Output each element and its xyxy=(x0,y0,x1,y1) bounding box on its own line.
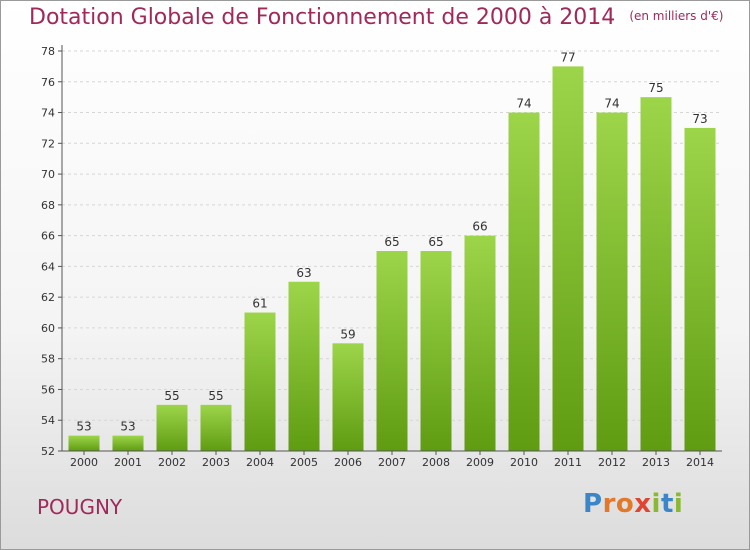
bar-2003 xyxy=(200,404,232,451)
value-label-2012: 74 xyxy=(604,97,619,111)
bar-2011 xyxy=(552,66,584,451)
x-tick-label-2009: 2009 xyxy=(466,456,494,469)
logo-letter: o xyxy=(615,489,635,519)
chart-title: Dotation Globale de Fonctionnement de 20… xyxy=(29,5,723,30)
x-tick-label-2004: 2004 xyxy=(246,456,274,469)
value-label-2009: 66 xyxy=(472,220,487,234)
value-label-2008: 65 xyxy=(428,235,443,249)
chart-unit: (en milliers d'€) xyxy=(629,9,724,23)
logo-letter: i xyxy=(673,489,684,519)
bar-2002 xyxy=(156,404,188,451)
x-tick-label-2005: 2005 xyxy=(290,456,318,469)
bar-2013 xyxy=(640,97,672,452)
y-tick-label: 52 xyxy=(41,445,55,458)
bar-2012 xyxy=(596,112,628,452)
bar-2007 xyxy=(376,251,408,451)
y-tick-label: 68 xyxy=(41,199,55,212)
y-tick-label: 58 xyxy=(41,353,55,366)
logo-letter: P xyxy=(583,489,603,519)
x-tick-label-2000: 2000 xyxy=(70,456,98,469)
axes xyxy=(58,45,722,455)
bar-2010 xyxy=(508,112,540,452)
value-label-2003: 55 xyxy=(208,389,223,403)
value-label-2002: 55 xyxy=(164,389,179,403)
logo-letter: t xyxy=(660,489,674,519)
bar-2009 xyxy=(464,235,496,451)
y-tick-label: 60 xyxy=(41,322,55,335)
x-tick-label-2003: 2003 xyxy=(202,456,230,469)
bar-2004 xyxy=(244,312,276,451)
x-tick-label-2008: 2008 xyxy=(422,456,450,469)
y-tick-label: 64 xyxy=(41,260,55,273)
x-tick-label-2010: 2010 xyxy=(510,456,538,469)
y-tick-label: 76 xyxy=(41,76,55,89)
value-label-2004: 61 xyxy=(252,297,267,311)
chart-title-text: Dotation Globale de Fonctionnement de 20… xyxy=(29,5,616,30)
x-tick-label-2013: 2013 xyxy=(642,456,670,469)
y-tick-label: 78 xyxy=(41,45,55,58)
y-tick-label: 72 xyxy=(41,137,55,150)
y-tick-label: 70 xyxy=(41,168,55,181)
bar-2001 xyxy=(112,435,144,451)
x-tick-label-2014: 2014 xyxy=(686,456,714,469)
x-tick-label-2007: 2007 xyxy=(378,456,406,469)
y-tick-label: 66 xyxy=(41,230,55,243)
value-label-2011: 77 xyxy=(560,50,575,64)
y-tick-label: 54 xyxy=(41,414,55,427)
bar-2006 xyxy=(332,343,364,451)
logo-letter: i xyxy=(651,489,661,519)
value-label-2010: 74 xyxy=(516,97,531,111)
logo-letter: x xyxy=(634,489,652,519)
bar-2005 xyxy=(288,281,320,451)
x-tick-label-2001: 2001 xyxy=(114,456,142,469)
value-label-2013: 75 xyxy=(648,81,663,95)
bar-2000 xyxy=(68,435,100,451)
y-tick-label: 74 xyxy=(41,107,55,120)
value-label-2007: 65 xyxy=(384,235,399,249)
value-label-2014: 73 xyxy=(692,112,707,126)
bar-2008 xyxy=(420,251,452,451)
commune-name: POUGNY xyxy=(37,495,123,519)
proxiti-logo[interactable]: Proxiti xyxy=(583,489,683,519)
y-tick-label: 56 xyxy=(41,383,55,396)
value-label-2000: 53 xyxy=(76,420,91,434)
labels: 52 54 56 58 60 62 64 66 68 70 72 74 76 78 53 2000 53 2001… xyxy=(41,45,714,469)
y-tick-label: 62 xyxy=(41,291,55,304)
value-label-2005: 63 xyxy=(296,266,311,280)
logo-letter: r xyxy=(602,489,616,519)
x-tick-label-2011: 2011 xyxy=(554,456,582,469)
bars xyxy=(68,66,716,452)
value-label-2006: 59 xyxy=(340,327,355,341)
x-tick-label-2006: 2006 xyxy=(334,456,362,469)
bar-2014 xyxy=(684,127,716,451)
value-label-2001: 53 xyxy=(120,420,135,434)
x-tick-label-2002: 2002 xyxy=(158,456,186,469)
x-tick-label-2012: 2012 xyxy=(598,456,626,469)
